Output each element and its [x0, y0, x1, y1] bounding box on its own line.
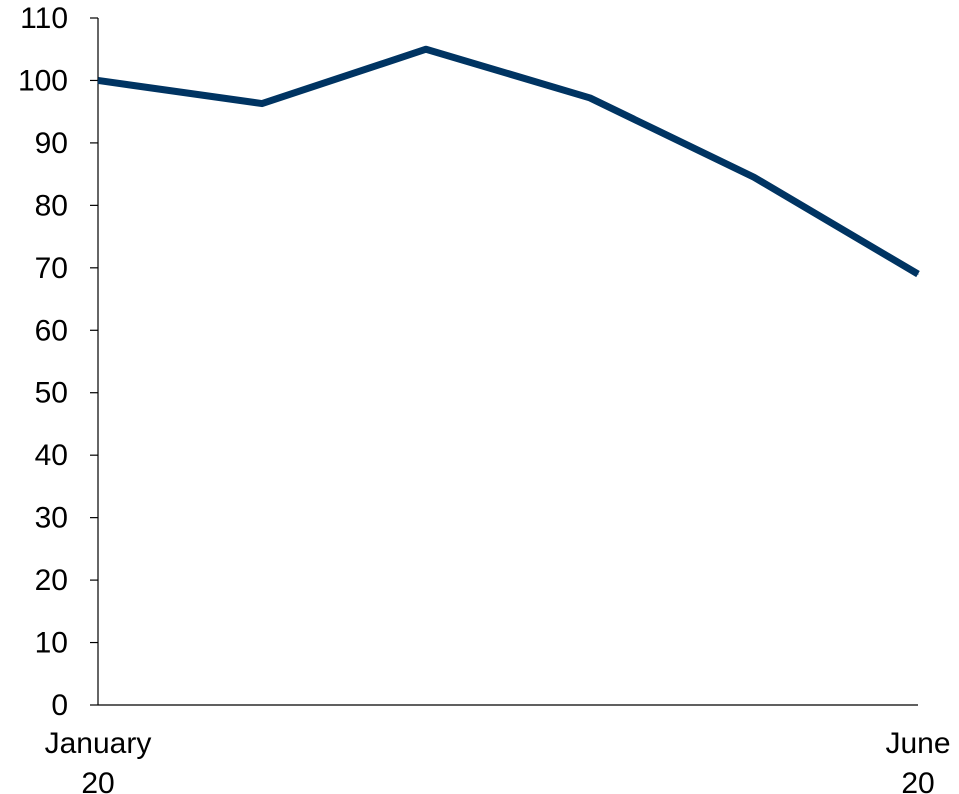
x-tick-label-line: June — [885, 727, 950, 760]
y-tick-label: 70 — [35, 252, 68, 285]
data-point — [753, 176, 755, 178]
y-tick-label: 90 — [35, 127, 68, 160]
data-point — [589, 97, 591, 99]
y-tick-label: 100 — [18, 64, 68, 97]
data-point — [97, 79, 99, 81]
series-layer — [97, 45, 920, 278]
y-tick-label: 10 — [35, 627, 68, 660]
y-tick-label: 20 — [35, 564, 68, 597]
data-point — [425, 48, 427, 50]
x-tick-label-line: 20 — [81, 767, 114, 794]
x-tick-label: January 20 — [45, 727, 152, 794]
x-tick-label-line: 20 — [901, 767, 934, 794]
y-tick-label: 80 — [35, 189, 68, 222]
data-point — [917, 273, 919, 275]
y-tick-label: 60 — [35, 314, 68, 347]
y-tick-label: 30 — [35, 502, 68, 535]
x-tick-label-line: January — [45, 727, 152, 760]
x-axis: January 20 June 20 — [45, 704, 951, 794]
series-line — [97, 45, 920, 278]
y-tick-label: 40 — [35, 439, 68, 472]
y-tick-label: 0 — [51, 689, 68, 722]
y-tick-label: 110 — [20, 2, 68, 35]
x-tick-label: June 20 — [885, 727, 950, 794]
y-axis: 0 10 20 30 40 50 60 70 80 90 100 110 — [18, 2, 99, 722]
data-point — [261, 103, 263, 105]
y-tick-label: 50 — [35, 377, 68, 410]
